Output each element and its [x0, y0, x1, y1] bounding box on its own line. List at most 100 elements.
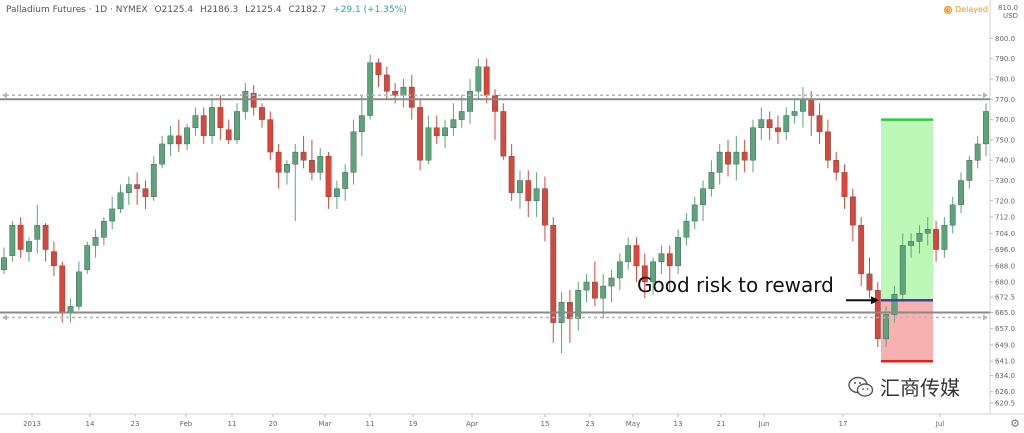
candle-body	[725, 151, 731, 165]
y-tick-label: 649.0	[995, 341, 1015, 349]
wechat-icon	[848, 376, 874, 397]
candle-body	[941, 224, 948, 250]
delayed-badge[interactable]: ◷ Delayed	[944, 5, 988, 14]
candle-body	[983, 111, 989, 145]
candle-body	[800, 99, 806, 112]
watermark-text: 汇商传媒	[880, 376, 960, 400]
candle-body	[483, 66, 490, 96]
candle-body	[142, 188, 149, 197]
x-tick-label: 15	[541, 420, 550, 428]
watermark: 汇商传媒	[848, 372, 960, 401]
clock-icon: ◷	[944, 5, 953, 14]
candle-body	[475, 66, 482, 92]
candle-body	[292, 151, 299, 165]
y-tick-label: 688.0	[995, 262, 1015, 270]
y-tick-label: 790.0	[995, 55, 1015, 63]
x-tick-label: May	[626, 420, 640, 428]
candle-body	[109, 208, 116, 222]
x-tick-label: 21	[717, 420, 726, 428]
chart-header: Palladium Futures · 1D · NYMEX O2125.4 H…	[6, 5, 407, 15]
change-value: +29.1 (+1.35%)	[333, 5, 407, 15]
candle-body	[966, 159, 973, 181]
candle-body	[42, 224, 49, 250]
candle-body	[791, 111, 798, 116]
candle-body	[833, 159, 840, 173]
y-tick-label: 634.0	[995, 372, 1015, 380]
currency-label: 810.0 USD	[998, 4, 1018, 20]
gear-icon[interactable]: ⚙	[1010, 418, 1020, 430]
candle-body	[500, 111, 507, 157]
candle-body	[425, 127, 432, 161]
candle-body	[242, 90, 249, 112]
candle-body	[75, 271, 82, 307]
x-tick-label: 17	[839, 420, 848, 428]
candle-body	[775, 127, 781, 132]
x-tick-label: 14	[86, 420, 95, 428]
candle-body	[766, 119, 773, 128]
candle-body	[442, 127, 448, 137]
candle-body	[217, 107, 224, 128]
candle-body	[958, 180, 964, 206]
y-tick-label: 760.0	[995, 116, 1015, 124]
low-value: L2125.4	[245, 5, 282, 15]
candle-body	[358, 115, 365, 132]
candle-body	[458, 111, 465, 120]
candle-body	[908, 241, 915, 246]
x-tick-label: Feb	[180, 420, 193, 428]
x-tick-label: 23	[586, 420, 595, 428]
candle-body	[333, 188, 340, 197]
candle-body	[117, 192, 124, 210]
candle-body	[874, 289, 881, 340]
candle-body	[275, 151, 282, 173]
candle-body	[225, 129, 232, 141]
candle-body	[342, 172, 349, 189]
y-tick-label: 720.0	[995, 197, 1015, 205]
resistance-arrow-left	[2, 92, 7, 99]
candle-body	[300, 151, 307, 161]
y-tick-label: 665.0	[995, 309, 1015, 317]
close-value: C2182.7	[288, 5, 327, 15]
x-tick-label: 23	[131, 420, 140, 428]
candle-body	[184, 127, 190, 145]
candle-body	[9, 224, 16, 256]
y-tick-label: 780.0	[995, 75, 1015, 83]
candle-body	[234, 111, 240, 141]
candle-body	[616, 261, 623, 279]
y-tick-label: 750.0	[995, 136, 1015, 144]
candle-body	[84, 245, 91, 271]
candle-body	[924, 229, 931, 234]
y-tick-label: 800.0	[995, 35, 1015, 43]
candle-body	[891, 294, 898, 315]
candle-body	[209, 107, 215, 137]
candle-body	[650, 261, 657, 283]
candle-body	[250, 92, 257, 108]
candle-body	[750, 127, 756, 161]
y-tick-label: 657.0	[995, 325, 1015, 333]
candle-body	[675, 237, 681, 266]
y-tick-label: 740.0	[995, 157, 1015, 165]
y-tick-label: 680.0	[995, 279, 1015, 287]
open-value: O2125.4	[154, 5, 194, 15]
candle-body	[525, 180, 532, 202]
x-tick-label: Jul	[935, 420, 945, 428]
candle-body	[633, 245, 640, 266]
candle-body	[841, 172, 848, 197]
y-tick-label: 620.5	[995, 399, 1015, 407]
candle-body	[883, 314, 890, 340]
candle-body	[100, 220, 107, 238]
candle-body	[824, 131, 831, 161]
y-tick-label: 626.0	[995, 388, 1015, 396]
candle-body	[666, 253, 673, 266]
support-arrow-left	[2, 314, 7, 321]
candle-body	[284, 164, 290, 173]
x-tick-label: Mar	[318, 420, 331, 428]
candle-body	[758, 119, 765, 128]
candle-body	[17, 224, 24, 250]
candle-body	[175, 135, 182, 145]
candle-body	[542, 188, 548, 226]
candle-body	[317, 155, 324, 173]
candle-body	[267, 119, 274, 153]
candle-body	[492, 95, 498, 112]
candle-body	[691, 204, 698, 222]
